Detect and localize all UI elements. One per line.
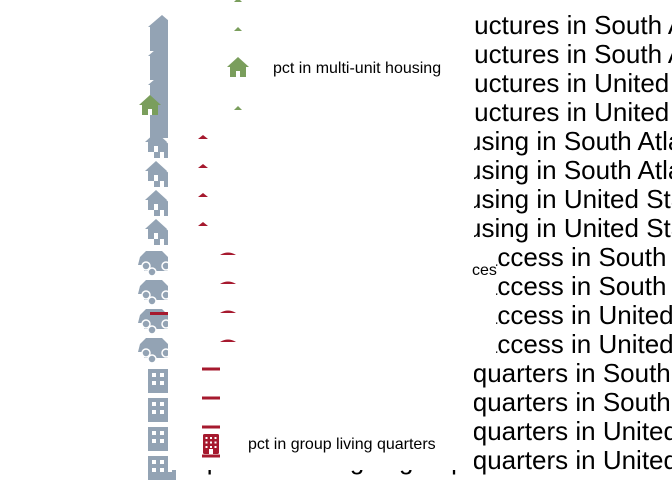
row-marker-group <box>202 367 220 371</box>
row-marker-crowded <box>198 222 208 226</box>
row-marker-crowded <box>198 193 208 197</box>
legend-item: pct in multi-unit housing <box>227 57 441 77</box>
row-marker-vehicle <box>220 310 236 313</box>
legend-label: pct in group living quarters <box>248 436 436 453</box>
row-car-icon <box>138 251 174 271</box>
row-house-icon <box>145 190 167 210</box>
stray-label: ces <box>472 262 497 279</box>
legend-background-lower <box>474 248 496 358</box>
row-marker-group <box>202 396 220 400</box>
row-house-icon <box>145 219 167 239</box>
row-house-icon <box>145 161 167 181</box>
row-marker-crowded <box>198 164 208 168</box>
legend-label: pct in multi-unit housing <box>273 60 441 77</box>
row-markers <box>198 0 242 458</box>
row-car-icon <box>138 280 174 300</box>
red-tick-mark <box>150 312 172 315</box>
row-marker-multi-unit <box>234 0 242 2</box>
row-marker-vehicle <box>220 339 236 342</box>
row-car-icon <box>138 338 174 358</box>
row-marker-group <box>202 454 220 458</box>
row-house-icon <box>145 132 167 152</box>
legend-house-icon <box>227 57 249 77</box>
legend-background <box>168 0 474 470</box>
row-marker-group <box>202 425 220 429</box>
row-marker-multi-unit <box>234 27 242 31</box>
row-marker-crowded <box>198 135 208 139</box>
row-marker-vehicle <box>220 281 236 284</box>
legend: pct in multi-unit housing pct in group li… <box>168 0 497 470</box>
legend-item: pct in group living quarters <box>203 434 436 454</box>
row-marker-vehicle <box>220 252 236 255</box>
legend-office-building-icon <box>203 434 219 454</box>
row-marker-multi-unit <box>234 106 242 110</box>
house-icon <box>139 95 161 115</box>
